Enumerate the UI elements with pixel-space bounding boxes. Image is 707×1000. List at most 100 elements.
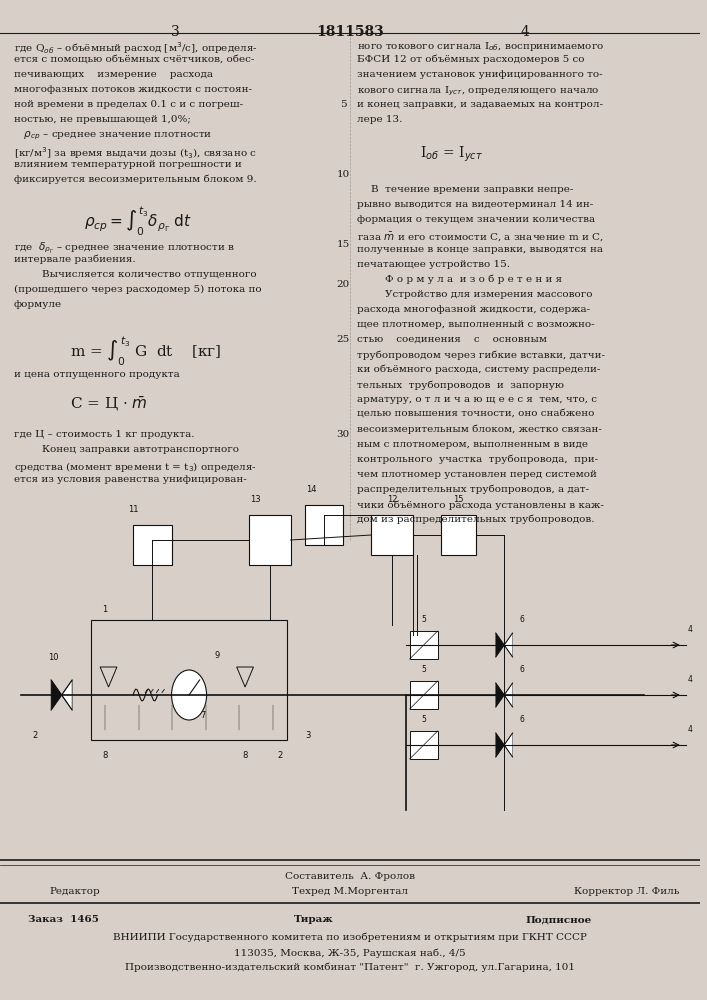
Text: Заказ  1465: Заказ 1465 (28, 915, 99, 924)
Bar (91, 620, 287, 740)
Text: $\rho_{ср} = \int_0^{t_3} \delta_{\rho_\Gamma}\ \mathrm{d}t$: $\rho_{ср} = \int_0^{t_3} \delta_{\rho_\… (84, 205, 192, 238)
Text: 14: 14 (306, 486, 317, 494)
Text: 1: 1 (103, 605, 107, 614)
Text: Тираж: Тираж (294, 915, 334, 924)
Text: 20: 20 (337, 280, 350, 289)
Text: 13: 13 (250, 495, 261, 504)
Text: 6: 6 (519, 716, 524, 724)
Text: Ф о р м у л а  и з о б р е т е н и я: Ф о р м у л а и з о б р е т е н и я (385, 275, 562, 284)
Text: 15: 15 (453, 495, 464, 504)
Text: Конец заправки автотранспортного: Конец заправки автотранспортного (42, 445, 239, 454)
Text: ностью, не превышающей 1,0%;: ностью, не превышающей 1,0%; (14, 115, 191, 124)
Polygon shape (496, 633, 504, 657)
Text: ется с помощью объёмных счётчиков, обес-: ется с помощью объёмных счётчиков, обес- (14, 55, 255, 64)
Text: (прошедшего через расходомер 5) потока по: (прошедшего через расходомер 5) потока п… (14, 285, 262, 294)
Text: Техред М.Моргентал: Техред М.Моргентал (292, 887, 408, 896)
Text: где Q$_{об}$ – объёмный расход [м$^3$/с], определя-: где Q$_{об}$ – объёмный расход [м$^3$/с]… (14, 40, 258, 56)
Text: газа $\bar{m}$ и его стоимости С, а значение m и С,: газа $\bar{m}$ и его стоимости С, а знач… (357, 230, 604, 243)
Text: 2: 2 (277, 750, 283, 760)
Text: 4: 4 (687, 676, 692, 684)
Polygon shape (504, 683, 513, 707)
Text: целью повышения точности, оно снабжено: целью повышения точности, оно снабжено (357, 410, 595, 419)
Text: 3: 3 (170, 25, 180, 39)
Text: лере 13.: лере 13. (357, 115, 402, 124)
Text: 12: 12 (387, 495, 397, 504)
Bar (249, 515, 291, 565)
Text: В  течение времени заправки непре-: В течение времени заправки непре- (371, 185, 573, 194)
Text: 1811583: 1811583 (316, 25, 384, 39)
Text: полученные в конце заправки, выводятся на: полученные в конце заправки, выводятся н… (357, 245, 603, 254)
Text: рывно выводится на видеотерминал 14 ин-: рывно выводится на видеотерминал 14 ин- (357, 200, 593, 209)
Text: Подписное: Подписное (525, 915, 592, 924)
Text: значением установок унифицированного то-: значением установок унифицированного то- (357, 70, 603, 79)
Polygon shape (504, 733, 513, 757)
Text: многофазных потоков жидкости с постоян-: многофазных потоков жидкости с постоян- (14, 85, 252, 94)
Polygon shape (496, 683, 504, 707)
Bar (371, 515, 413, 555)
Text: где  $\delta_{\rho_\Gamma}$ – среднее значение плотности в: где $\delta_{\rho_\Gamma}$ – среднее зна… (14, 240, 235, 255)
Bar (409, 731, 438, 759)
Text: Устройство для измерения массового: Устройство для измерения массового (385, 290, 592, 299)
Text: 4: 4 (521, 25, 530, 39)
Text: 8: 8 (103, 750, 107, 760)
Text: интервале разбиения.: интервале разбиения. (14, 255, 136, 264)
Text: БФСИ 12 от объёмных расходомеров 5 со: БФСИ 12 от объёмных расходомеров 5 со (357, 55, 585, 64)
Text: 6: 6 (519, 615, 524, 624)
Text: щее плотномер, выполненный с возможно-: щее плотномер, выполненный с возможно- (357, 320, 595, 329)
Text: кового сигнала I$_{уст}$, определяющего начало: кового сигнала I$_{уст}$, определяющего … (357, 85, 600, 98)
Text: 9: 9 (214, 650, 220, 660)
Text: $\rho_{ср}$ – среднее значение плотности: $\rho_{ср}$ – среднее значение плотности (14, 130, 212, 142)
Text: ВНИИПИ Государственного комитета по изобретениям и открытиям при ГКНТ СССР: ВНИИПИ Государственного комитета по изоб… (113, 933, 587, 942)
Text: m = $\int_0^{t_3}$ G  dt    [кг]: m = $\int_0^{t_3}$ G dt [кг] (70, 335, 221, 368)
Text: 5: 5 (421, 716, 426, 724)
Polygon shape (496, 733, 504, 757)
Text: где Ц – стоимость 1 кг продукта.: где Ц – стоимость 1 кг продукта. (14, 430, 194, 439)
Text: дом из распределительных трубопроводов.: дом из распределительных трубопроводов. (357, 515, 595, 524)
Text: Составитель  А. Фролов: Составитель А. Фролов (285, 872, 415, 881)
Text: ного токового сигнала I$_{об}$, воспринимаемого: ного токового сигнала I$_{об}$, восприни… (357, 40, 604, 53)
Text: 2: 2 (33, 730, 37, 740)
Text: 25: 25 (337, 335, 350, 344)
Polygon shape (51, 680, 62, 710)
Text: I$_{об}$ = I$_{уст}$: I$_{об}$ = I$_{уст}$ (420, 145, 483, 164)
Polygon shape (62, 680, 72, 710)
Text: C = Ц $\cdot$ $\bar{m}$: C = Ц $\cdot$ $\bar{m}$ (70, 395, 148, 413)
Text: распределительных трубопроводов, а дат-: распределительных трубопроводов, а дат- (357, 485, 589, 494)
Text: и конец заправки, и задаваемых на контрол-: и конец заправки, и задаваемых на контро… (357, 100, 603, 109)
Text: 15: 15 (337, 240, 350, 249)
Text: влиянием температурной погрешности и: влиянием температурной погрешности и (14, 160, 242, 169)
Text: 3: 3 (305, 730, 311, 740)
Text: ным с плотномером, выполненным в виде: ным с плотномером, выполненным в виде (357, 440, 588, 449)
Text: печатающее устройство 15.: печатающее устройство 15. (357, 260, 510, 269)
Text: чики объёмного расхода установлены в каж-: чики объёмного расхода установлены в каж… (357, 500, 604, 510)
Text: 113035, Москва, Ж-35, Раушская наб., 4/5: 113035, Москва, Ж-35, Раушская наб., 4/5 (234, 948, 466, 958)
Circle shape (172, 670, 206, 720)
Text: 8: 8 (243, 750, 247, 760)
Text: и цена отпущенного продукта: и цена отпущенного продукта (14, 370, 180, 379)
Text: 4: 4 (687, 726, 692, 734)
Text: Вычисляется количество отпущенного: Вычисляется количество отпущенного (42, 270, 257, 279)
Text: 5: 5 (340, 100, 346, 109)
Text: тельных  трубопроводов  и  запорную: тельных трубопроводов и запорную (357, 380, 564, 389)
Text: 7: 7 (200, 710, 206, 719)
Text: 10: 10 (48, 652, 59, 662)
Text: 5: 5 (421, 615, 426, 624)
Text: средства (момент времени t = t$_3$) определя-: средства (момент времени t = t$_3$) опре… (14, 460, 257, 474)
Bar (305, 505, 343, 545)
Text: расхода многофазной жидкости, содержа-: расхода многофазной жидкости, содержа- (357, 305, 590, 314)
Bar (409, 631, 438, 659)
Text: фиксируется весоизмерительным блоком 9.: фиксируется весоизмерительным блоком 9. (14, 175, 257, 184)
Text: формация о текущем значении количества: формация о текущем значении количества (357, 215, 595, 224)
Text: 6: 6 (519, 666, 524, 674)
Text: стью    соединения    с    основным: стью соединения с основным (357, 335, 547, 344)
Text: 4: 4 (687, 626, 692, 635)
Bar (409, 681, 438, 709)
Text: трубопроводом через гибкие вставки, датчи-: трубопроводом через гибкие вставки, датч… (357, 350, 605, 360)
Text: ется из условия равенства унифицирован-: ется из условия равенства унифицирован- (14, 475, 247, 484)
Text: 10: 10 (337, 170, 350, 179)
Text: [кг/м$^3$] за время выдачи дозы (t$_3$), связано с: [кг/м$^3$] за время выдачи дозы (t$_3$),… (14, 145, 257, 161)
Text: Корректор Л. Филь: Корректор Л. Филь (574, 887, 679, 896)
Text: Редактор: Редактор (49, 887, 100, 896)
Text: 5: 5 (421, 666, 426, 674)
Text: Производственно-издательский комбинат "Патент"  г. Ужгород, ул.Гагарина, 101: Производственно-издательский комбинат "П… (125, 963, 575, 972)
